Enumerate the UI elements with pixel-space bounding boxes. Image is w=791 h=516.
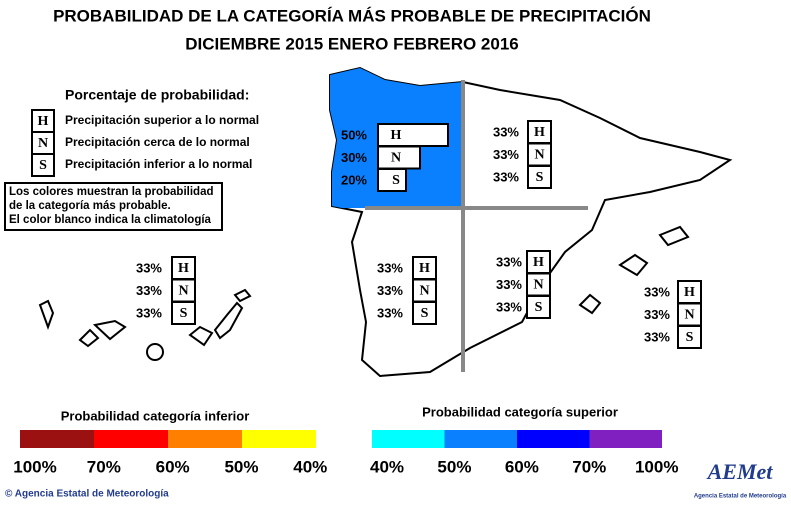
color-swatch xyxy=(444,430,517,448)
category-letter: H xyxy=(419,261,430,276)
percentage: 33% xyxy=(644,329,670,344)
footer: © Agencia Estatal de Meteorología xyxy=(5,489,169,500)
letter-box xyxy=(526,295,551,319)
category-letter: H xyxy=(534,125,545,140)
legend-text: Precipitación cerca de lo normal xyxy=(65,135,250,149)
category-letter: H xyxy=(533,255,544,270)
category-letter: S xyxy=(180,306,188,321)
percentage: 30% xyxy=(341,150,367,165)
note-line: El color blanco indica la climatología xyxy=(9,214,212,226)
category-letter: H xyxy=(178,261,189,276)
letter-box xyxy=(31,153,55,177)
percentage: 33% xyxy=(644,307,670,322)
legend-text: Precipitación superior a lo normal xyxy=(65,113,259,127)
percentage: 33% xyxy=(496,254,522,269)
legend-text: Precipitación inferior a lo normal xyxy=(65,157,252,171)
letter-box xyxy=(677,325,702,349)
percentage: 33% xyxy=(493,124,519,139)
color-swatch xyxy=(168,430,242,448)
balearic-islands xyxy=(578,225,690,315)
scale-label: 50% xyxy=(224,457,258,476)
category-letter: S xyxy=(392,173,400,188)
percentage: 50% xyxy=(341,127,367,142)
scale-label: 70% xyxy=(87,457,121,476)
scale-title: Probabilidad categoría superior xyxy=(422,404,618,419)
scale-title: Probabilidad categoría inferior xyxy=(61,408,250,423)
color-swatch xyxy=(20,430,94,448)
category-letter: N xyxy=(178,284,188,299)
percentage: 33% xyxy=(136,283,162,298)
percentage: 33% xyxy=(377,260,403,275)
percentage: 33% xyxy=(136,305,162,320)
category-letter: S xyxy=(39,158,47,173)
color-swatch xyxy=(517,430,590,448)
color-swatch xyxy=(94,430,168,448)
category-letter: S xyxy=(536,170,544,185)
color-swatch xyxy=(242,430,316,448)
scale-label: 50% xyxy=(437,457,471,476)
percentage: 33% xyxy=(644,284,670,299)
percentage: 33% xyxy=(496,299,522,314)
note-line: Los colores muestran la probabilidad xyxy=(9,186,214,198)
legend-title: Porcentaje de probabilidad: xyxy=(65,87,249,103)
scale-label: 70% xyxy=(572,457,606,476)
category-letter: H xyxy=(38,114,49,129)
logo: AEMet xyxy=(706,459,774,484)
logo-subtitle: Agencia Estatal de Meteorología xyxy=(694,494,787,500)
percentage: 33% xyxy=(493,147,519,162)
color-swatch xyxy=(372,430,445,448)
percentage: 33% xyxy=(136,260,162,275)
scale-label: 100% xyxy=(635,457,678,476)
percentage: 33% xyxy=(377,283,403,298)
category-letter: N xyxy=(38,136,48,151)
percentage: 33% xyxy=(496,277,522,292)
note-line: de la categoría más probable. xyxy=(9,200,171,212)
scale-label: 100% xyxy=(13,457,56,476)
letter-box xyxy=(412,301,437,325)
category-letter: N xyxy=(419,284,429,299)
title: PROBABILIDAD DE LA CATEGORÍA MÁS PROBABL… xyxy=(53,6,651,25)
percentage: 33% xyxy=(377,305,403,320)
category-letter: H xyxy=(684,285,695,300)
canary-islands xyxy=(38,288,252,361)
letter-box xyxy=(527,165,552,189)
category-letter: H xyxy=(391,128,402,143)
bar xyxy=(377,168,407,192)
color-swatch xyxy=(589,430,662,448)
category-letter: S xyxy=(421,306,429,321)
scale-label: 60% xyxy=(505,457,539,476)
percentage: 20% xyxy=(341,172,367,187)
scale-label: 40% xyxy=(293,457,327,476)
percentage: 33% xyxy=(493,169,519,184)
subtitle: DICIEMBRE 2015 ENERO FEBRERO 2016 xyxy=(185,34,519,53)
category-letter: S xyxy=(686,330,694,345)
scale-label: 60% xyxy=(156,457,190,476)
category-letter: N xyxy=(391,151,401,166)
category-letter: N xyxy=(684,308,694,323)
bar xyxy=(377,123,449,147)
letter-box xyxy=(171,301,196,325)
note-box xyxy=(4,182,223,231)
category-letter: N xyxy=(534,148,544,163)
category-letter: N xyxy=(533,278,543,293)
category-letter: S xyxy=(535,300,543,315)
scale-label: 40% xyxy=(370,457,404,476)
